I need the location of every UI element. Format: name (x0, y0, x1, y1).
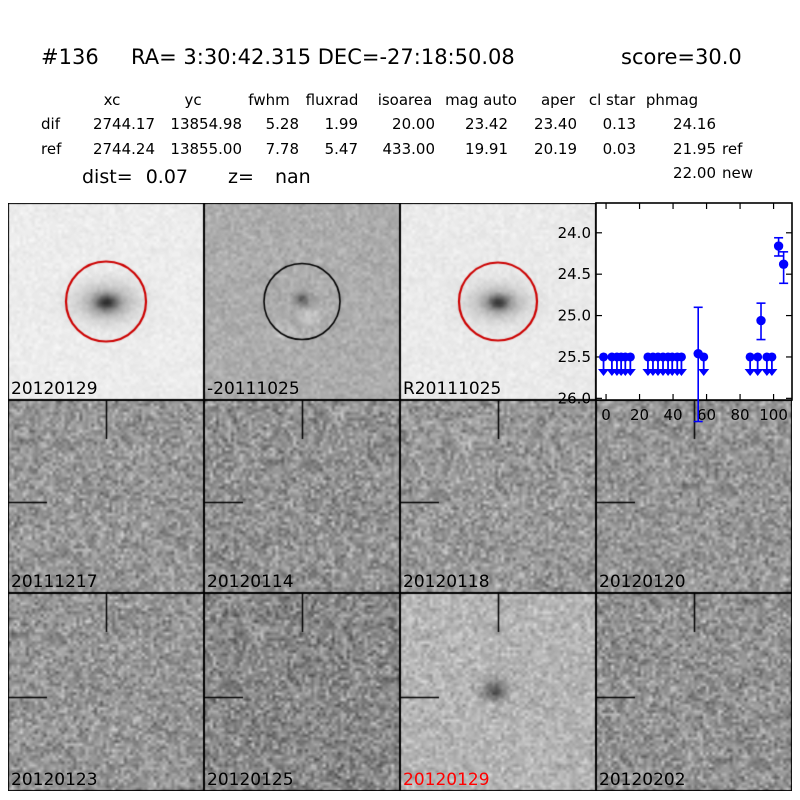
upper-limit-arrow (744, 368, 756, 376)
table-cell: 23.40 (534, 115, 577, 133)
table-row-label: dif (41, 115, 60, 133)
cutout-label: 20120125 (207, 770, 294, 790)
table-cell-suffix: ref (722, 140, 743, 158)
detection-point (693, 348, 703, 359)
table-header: cl star (588, 91, 636, 109)
cutout-label: 20120118 (403, 572, 490, 592)
upper-limit-point (625, 352, 635, 362)
upper-limit-point (753, 352, 763, 362)
x-tick-label: 40 (664, 406, 683, 424)
table-header: fluxrad (305, 91, 359, 109)
y-tick-label: 25.5 (558, 348, 591, 366)
cutout-20120114 (204, 400, 400, 593)
cutout-new-20120129 (8, 203, 204, 400)
candidate-score: score=30.0 (621, 45, 742, 69)
table-row-label: ref (41, 140, 62, 158)
table-header: aper (540, 91, 576, 109)
cutout-label: 20120129 (11, 379, 98, 399)
x-tick-label: 80 (731, 406, 750, 424)
x-tick-label: 100 (759, 406, 788, 424)
cutout-detection-20120129 (400, 593, 596, 791)
upper-limit-arrow (698, 368, 710, 376)
candidate-coords: RA= 3:30:42.315 DEC=-27:18:50.08 (131, 45, 515, 69)
cutout-20111217 (8, 400, 204, 593)
cutout-label: 20111217 (11, 572, 98, 592)
table-cell: 20.00 (392, 115, 435, 133)
table-cell: 24.16 (673, 115, 716, 133)
y-tick-label: 24.0 (558, 224, 591, 242)
table-cell: 7.78 (265, 140, 299, 158)
upper-limit-point (745, 352, 755, 362)
cutout-20120120 (596, 400, 792, 593)
table-cell: 0.03 (602, 140, 636, 158)
table-cell: 0.13 (602, 115, 636, 133)
table-header: xc (103, 91, 121, 109)
table-cell: 5.47 (324, 140, 358, 158)
plot-frame (595, 202, 793, 401)
table-cell: 13855.00 (170, 140, 242, 158)
detection-point (756, 315, 766, 326)
table-cell: 20.19 (534, 140, 577, 158)
dist-label: dist= (82, 166, 133, 188)
z-value: nan (275, 166, 311, 188)
table-header: fwhm (248, 91, 290, 109)
y-tick-label: 26.0 (558, 389, 591, 407)
upper-limit-arrow (766, 368, 778, 376)
upper-limit-arrow (598, 368, 610, 376)
cutout-ref-R20111025 (400, 203, 596, 400)
cutout-label: -20111025 (207, 379, 300, 399)
dist-value: 0.07 (145, 166, 188, 188)
cutout-dif--20111025 (204, 203, 400, 400)
detection-point (778, 259, 789, 269)
upper-limit-arrow (675, 368, 687, 376)
x-tick-label: 20 (630, 406, 649, 424)
table-cell: 19.91 (465, 140, 508, 158)
upper-limit-arrow (752, 368, 764, 376)
cutout-label: 20120123 (11, 770, 98, 790)
table-header: mag auto (445, 91, 517, 109)
cutout-label: 20120202 (599, 770, 686, 790)
upper-limit-point (676, 352, 686, 362)
cutout-20120118 (400, 400, 596, 593)
table-header: yc (184, 91, 202, 109)
cutout-20120202 (596, 593, 792, 791)
table-header: isoarea (377, 91, 433, 109)
table-header: phmag (645, 91, 699, 109)
table-cell: 1.99 (324, 115, 358, 133)
upper-limit-point (767, 352, 777, 362)
y-tick-label: 24.5 (558, 265, 591, 283)
cutout-20120125 (204, 593, 400, 791)
lightcurve-plot: 0 20 40 60 80 100 24.0 24.5 25.0 25.5 26.0 (558, 202, 793, 424)
upper-limit-arrow (624, 368, 636, 376)
detection-point (773, 241, 784, 251)
table-cell: 5.28 (265, 115, 299, 133)
cutout-label: 20120120 (599, 572, 686, 592)
table-cell: 23.42 (465, 115, 508, 133)
table-cell: 2744.24 (92, 140, 155, 158)
z-label: z= (228, 166, 254, 188)
table-cell: 13854.98 (170, 115, 242, 133)
x-tick-label: 0 (601, 406, 611, 424)
table-cell: 2744.17 (92, 115, 155, 133)
cutout-label: 20120129 (403, 770, 490, 790)
x-tick-label: 60 (697, 406, 716, 424)
cutout-label: R20111025 (403, 379, 502, 399)
cutout-label: 20120114 (207, 572, 294, 592)
upper-limit-point (599, 352, 609, 362)
table-cell: 21.95 (673, 140, 716, 158)
phmag-new-suffix: new (722, 164, 754, 182)
phmag-new-value: 22.00 (673, 164, 716, 182)
table-cell: 433.00 (382, 140, 436, 158)
candidate-id: #136 (41, 45, 99, 69)
y-tick-label: 25.0 (558, 307, 591, 325)
cutout-20120123 (8, 593, 204, 791)
